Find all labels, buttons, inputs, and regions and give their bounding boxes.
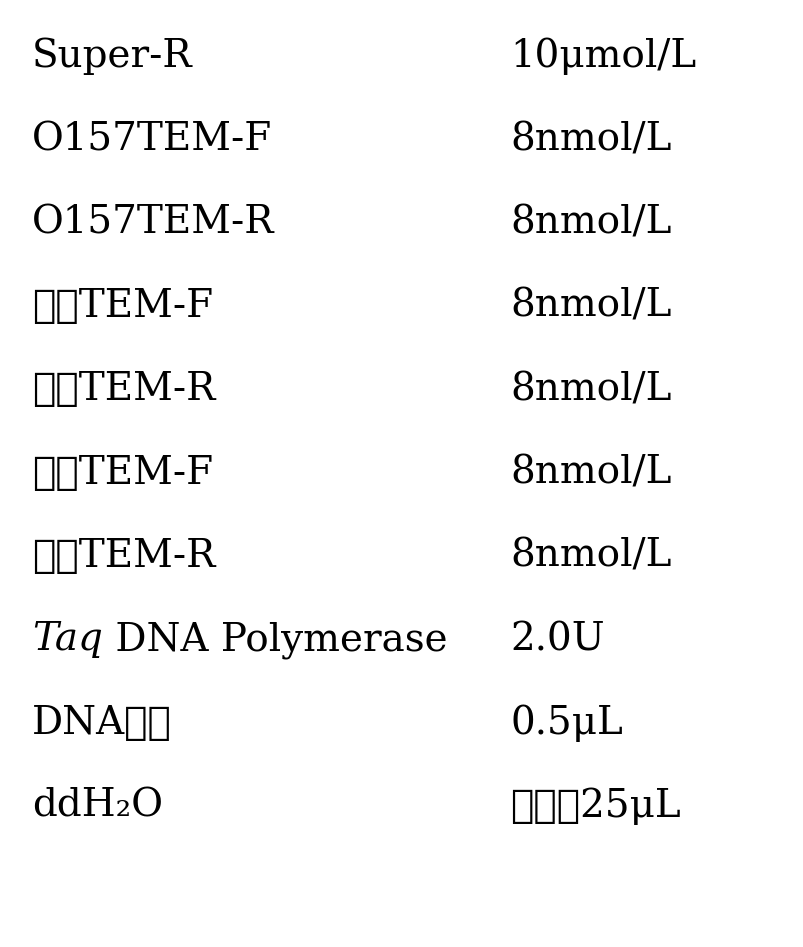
Text: O157TEM-F: O157TEM-F [32, 121, 272, 158]
Text: 沙门TEM-F: 沙门TEM-F [32, 455, 213, 491]
Text: Super-R: Super-R [32, 38, 193, 76]
Text: 0.5μL: 0.5μL [510, 705, 622, 742]
Text: 2.0U: 2.0U [510, 621, 605, 658]
Text: 8nmol/L: 8nmol/L [510, 455, 671, 491]
Text: 8nmol/L: 8nmol/L [510, 205, 671, 241]
Text: O157TEM-R: O157TEM-R [32, 205, 275, 241]
Text: 沙门TEM-R: 沙门TEM-R [32, 538, 215, 575]
Text: 8nmol/L: 8nmol/L [510, 288, 671, 325]
Text: 10μmol/L: 10μmol/L [510, 38, 695, 76]
Text: 8nmol/L: 8nmol/L [510, 121, 671, 158]
Text: 补充蔣25μL: 补充蔣25μL [510, 788, 680, 826]
Text: 单增TEM-R: 单增TEM-R [32, 371, 215, 408]
Text: DNA Polymerase: DNA Polymerase [103, 621, 447, 659]
Text: 单增TEM-F: 单增TEM-F [32, 288, 213, 325]
Text: Taq: Taq [32, 621, 103, 658]
Text: 8nmol/L: 8nmol/L [510, 371, 671, 408]
Text: DNA模板: DNA模板 [32, 705, 172, 742]
Text: 8nmol/L: 8nmol/L [510, 538, 671, 575]
Text: ddH₂O: ddH₂O [32, 788, 163, 825]
